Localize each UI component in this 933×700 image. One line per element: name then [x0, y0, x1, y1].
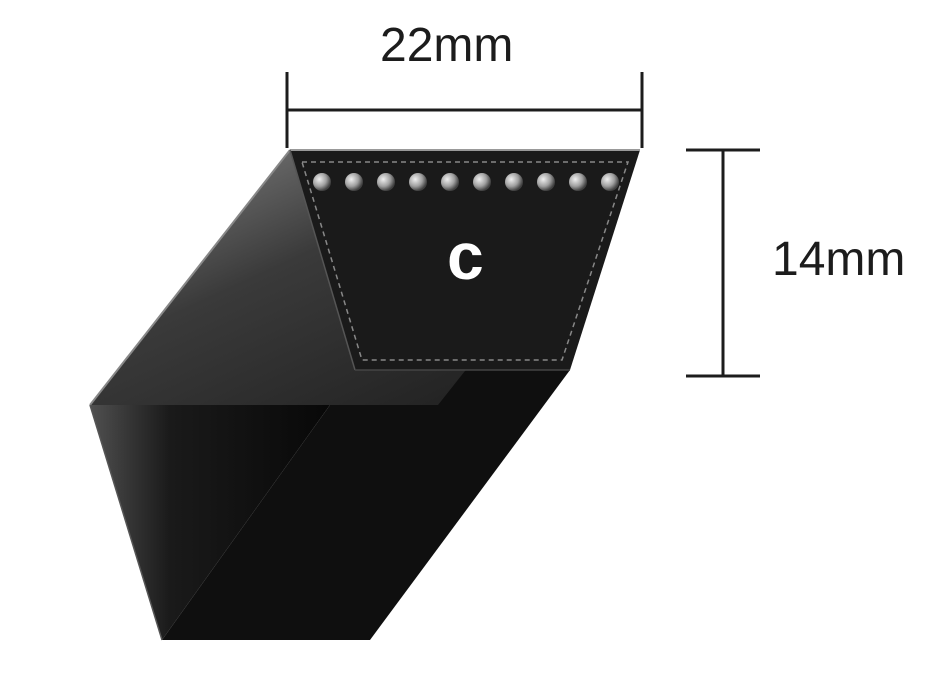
height-dimension-lines [686, 150, 760, 376]
belt-body [90, 150, 640, 640]
belt-series-letter: c [447, 218, 484, 294]
belt-svg [0, 0, 933, 700]
width-dimension-lines [287, 72, 642, 148]
belt-diagram-container: 22mm 14mm [0, 0, 933, 700]
